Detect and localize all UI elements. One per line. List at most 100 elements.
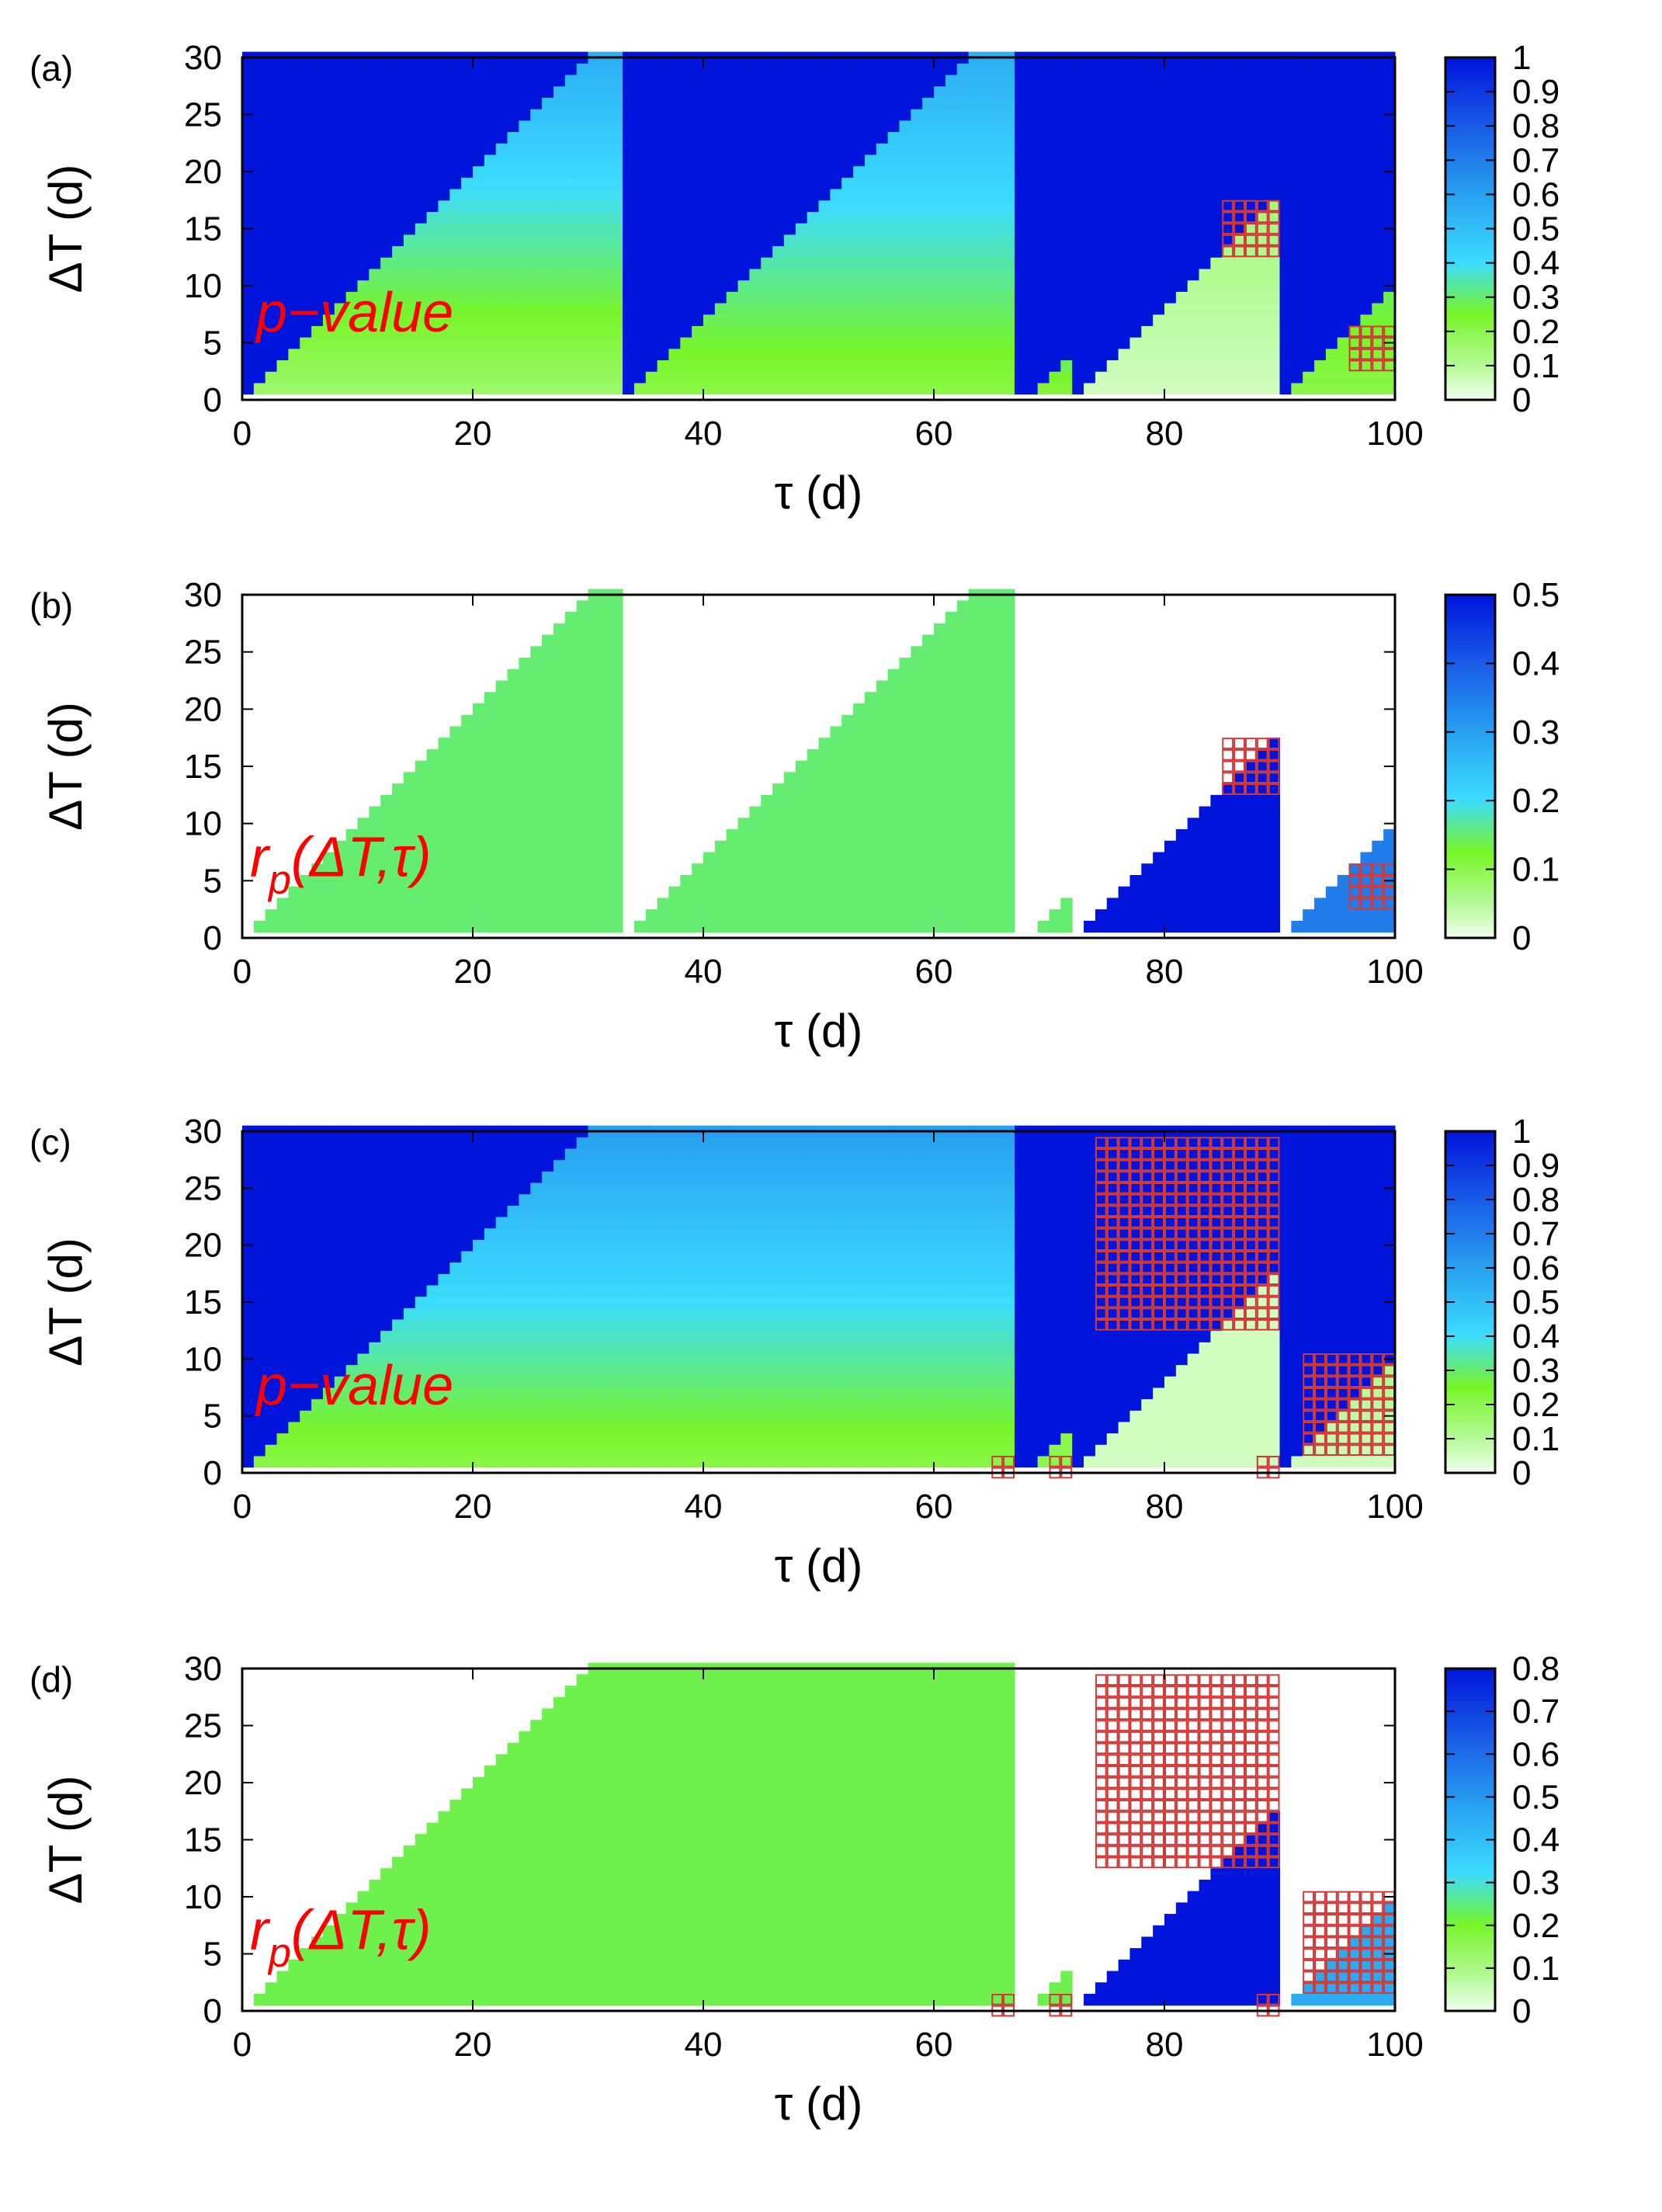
- colorbar-tick-label: 0.2: [1512, 1907, 1560, 1945]
- colorbar-d: 0 0.1 0.2 0.3 0.4 0.5 0.6 0.7 0.8: [1444, 1650, 1560, 2030]
- heatmap-segment-a-4: [1072, 51, 1280, 395]
- colorbar-tick-label: 0.4: [1512, 245, 1560, 283]
- x-tick-label: 80: [1146, 953, 1184, 991]
- colorbar-tick-label: 0.5: [1512, 210, 1560, 248]
- colorbar-tick-label: 0.4: [1512, 1318, 1560, 1356]
- heatmap-segment-d-4: [1291, 1902, 1396, 2006]
- y-tick-label: 15: [184, 1821, 222, 1860]
- colorbar-tick-label: 0.3: [1512, 714, 1560, 752]
- panel-annotation: rp(ΔT,τ): [250, 826, 431, 902]
- y-tick-label: 25: [184, 96, 222, 134]
- x-axis-label: τ (d): [775, 1005, 863, 1057]
- x-tick-label: 40: [685, 953, 723, 991]
- significance-region-b-0: [1222, 738, 1280, 795]
- y-tick-label: 5: [203, 862, 222, 900]
- y-tick-label: 30: [184, 576, 222, 614]
- colorbar-tick-label: 0: [1512, 1992, 1531, 2030]
- x-tick-label: 0: [233, 415, 252, 453]
- y-tick-label: 15: [184, 748, 222, 786]
- heatmap-segment-d-2: [1037, 1971, 1073, 2006]
- heatmap-segment-b-1: [633, 589, 1015, 933]
- heatmap-segment-c-1: [1014, 1125, 1027, 1468]
- significance-region-a-0: [1222, 200, 1280, 258]
- colorbar-tick-label: 0: [1512, 919, 1531, 957]
- colorbar-tick-label: 1: [1512, 1113, 1531, 1151]
- y-tick-label: 10: [184, 1340, 222, 1378]
- colorbar-tick-label: 0.3: [1512, 1864, 1560, 1902]
- heatmap-segment-c-4: [1279, 1125, 1396, 1468]
- y-tick-label: 25: [184, 634, 222, 672]
- colorbar-tick-label: 0: [1512, 1454, 1531, 1492]
- colorbar-tick-label: 0.4: [1512, 1821, 1560, 1860]
- y-tick-label: 10: [184, 805, 222, 843]
- heatmap-segment-a-1: [623, 51, 1015, 395]
- heatmap-segment-a-5: [1279, 51, 1396, 395]
- x-tick-label: 60: [915, 1488, 953, 1526]
- heatmap-segment-b-0: [253, 589, 623, 933]
- y-tick-label: 0: [203, 919, 222, 957]
- colorbar-frame: [1444, 593, 1497, 939]
- colorbar-tick-label: 0.8: [1512, 1181, 1560, 1219]
- significance-region-c-1: [1303, 1353, 1396, 1457]
- x-tick-label: 100: [1366, 1488, 1423, 1526]
- y-axis-label: ΔT (d): [40, 1238, 92, 1366]
- x-tick-label: 20: [454, 953, 492, 991]
- colorbar-tick-label: 0.1: [1512, 1420, 1560, 1458]
- y-tick-label: 25: [184, 1169, 222, 1207]
- x-tick-label: 0: [233, 953, 252, 991]
- colorbar-tick-label: 0.6: [1512, 175, 1560, 214]
- x-axis-label: τ (d): [775, 2078, 863, 2130]
- y-tick-label: 15: [184, 1283, 222, 1321]
- colorbar-tick-label: 0.5: [1512, 1283, 1560, 1321]
- panel-b: 0 20 40 60 80 100 0 5 10 15 20 25 30 τ (d) ΔT (d) (b) rp…: [29, 576, 1560, 1057]
- x-tick-label: 20: [454, 2026, 492, 2064]
- x-axis-label: τ (d): [775, 467, 863, 519]
- colorbar-tick-label: 0.7: [1512, 1215, 1560, 1253]
- colorbar-a: 00.10.20.30.40.50.60.70.80.91: [1444, 39, 1560, 419]
- y-axis-label: ΔT (d): [40, 702, 92, 831]
- y-tick-label: 15: [184, 210, 222, 248]
- x-tick-label: 100: [1366, 953, 1423, 991]
- y-tick-label: 0: [203, 381, 222, 419]
- colorbar-tick-label: 0.1: [1512, 347, 1560, 385]
- heatmap-segment-c-2: [1025, 1125, 1073, 1468]
- panel-annotation: rp(ΔT,τ): [250, 1900, 431, 1976]
- heatmap-segment-b-5: [1291, 829, 1396, 933]
- colorbar-b: 0 0.1 0.2 0.3 0.4 0.5: [1444, 576, 1560, 957]
- y-tick-label: 0: [203, 1454, 222, 1492]
- colorbar-tick-label: 0.8: [1512, 107, 1560, 145]
- x-tick-label: 60: [915, 953, 953, 991]
- panel-label: (b): [29, 585, 73, 626]
- significance-region-d-0: [1095, 1674, 1280, 1869]
- heatmap-segment-a-2: [1014, 51, 1027, 395]
- colorbar-tick-label: 1: [1512, 39, 1531, 77]
- colorbar-tick-label: 0.9: [1512, 73, 1560, 111]
- heatmap-segment-d-3: [1084, 1811, 1280, 2006]
- y-tick-label: 5: [203, 325, 222, 363]
- y-tick-label: 0: [203, 1992, 222, 2030]
- colorbar-tick-label: 0.2: [1512, 782, 1560, 820]
- colorbar-tick-label: 0.5: [1512, 1778, 1560, 1816]
- colorbar-tick-label: 0.1: [1512, 1950, 1560, 1988]
- x-tick-label: 80: [1146, 415, 1184, 453]
- x-tick-label: 80: [1146, 2026, 1184, 2064]
- y-tick-label: 25: [184, 1707, 222, 1745]
- significance-region-c-0: [1095, 1137, 1280, 1331]
- y-tick-label: 10: [184, 267, 222, 305]
- x-tick-label: 40: [685, 2026, 723, 2064]
- y-axis-label: ΔT (d): [40, 165, 92, 293]
- colorbar-tick-label: 0.7: [1512, 1693, 1560, 1731]
- x-tick-label: 20: [454, 1488, 492, 1526]
- colorbar-tick-label: 0.4: [1512, 644, 1560, 682]
- x-tick-label: 40: [685, 415, 723, 453]
- colorbar-c: 00.10.20.30.40.50.60.70.80.91: [1444, 1113, 1560, 1492]
- x-tick-label: 0: [233, 1488, 252, 1526]
- heatmap-segment-b-4: [1084, 738, 1280, 933]
- x-tick-label: 60: [915, 2026, 953, 2064]
- colorbar-tick-label: 0.5: [1512, 576, 1560, 614]
- colorbar-tick-label: 0.3: [1512, 279, 1560, 317]
- heatmap-segment-c-0: [242, 1125, 1015, 1468]
